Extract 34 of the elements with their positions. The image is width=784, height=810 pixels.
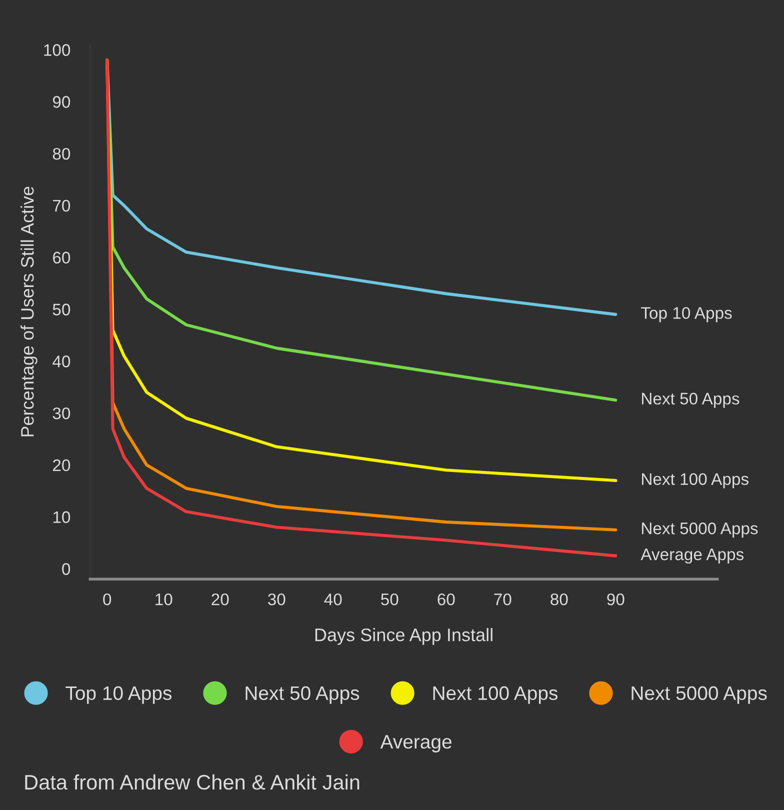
x-axis-title: Days Since App Install xyxy=(315,628,492,645)
y-tick-label: 40 xyxy=(52,356,70,368)
y-tick-label: 60 xyxy=(53,252,70,264)
annotation: Average Apps xyxy=(640,548,744,564)
x-tick-label: 70 xyxy=(494,593,512,606)
y-tick-label: 50 xyxy=(52,304,70,316)
legend-label: Next 50 Apps xyxy=(246,686,360,704)
legend-label: Next 100 Apps xyxy=(433,686,558,704)
text: Data from Andrew Chen & Ankit Jain xyxy=(25,774,360,790)
x-tick-label: 30 xyxy=(268,593,286,606)
y-tick-label: 90 xyxy=(52,96,70,108)
x-tick-label: 60 xyxy=(438,593,455,606)
y-tick-label: 70 xyxy=(53,200,70,212)
x-tick-label: 80 xyxy=(550,593,568,606)
y-tick-label: 0 xyxy=(62,563,70,575)
legend-label: Average xyxy=(380,735,452,752)
annotation: Next 50 Apps xyxy=(642,392,740,408)
x-tick-label: 90 xyxy=(607,593,624,606)
y-tick-label: 80 xyxy=(52,148,70,160)
y-tick-label: 100 xyxy=(44,44,70,56)
x-tick-label: 10 xyxy=(156,593,172,606)
y-tick-label: 30 xyxy=(52,407,70,420)
y-tick-label: 20 xyxy=(53,459,70,472)
x-tick-label: 20 xyxy=(212,593,229,606)
y-tick-label: 10 xyxy=(53,511,70,524)
x-tick-label: 50 xyxy=(381,593,398,606)
legend-label: Next 5000 Apps xyxy=(632,686,767,704)
x-tick-label: 0 xyxy=(103,593,112,606)
x-tick-label: 40 xyxy=(324,593,342,606)
y-axis-title: Percentage of Users Still Active xyxy=(20,186,38,436)
annotation: Next 100 Apps xyxy=(642,473,748,488)
annotation: Next 5000 Apps xyxy=(642,522,758,538)
annotation: Top 10 Apps xyxy=(641,307,732,322)
legend-label: Top 10 Apps xyxy=(66,686,172,704)
